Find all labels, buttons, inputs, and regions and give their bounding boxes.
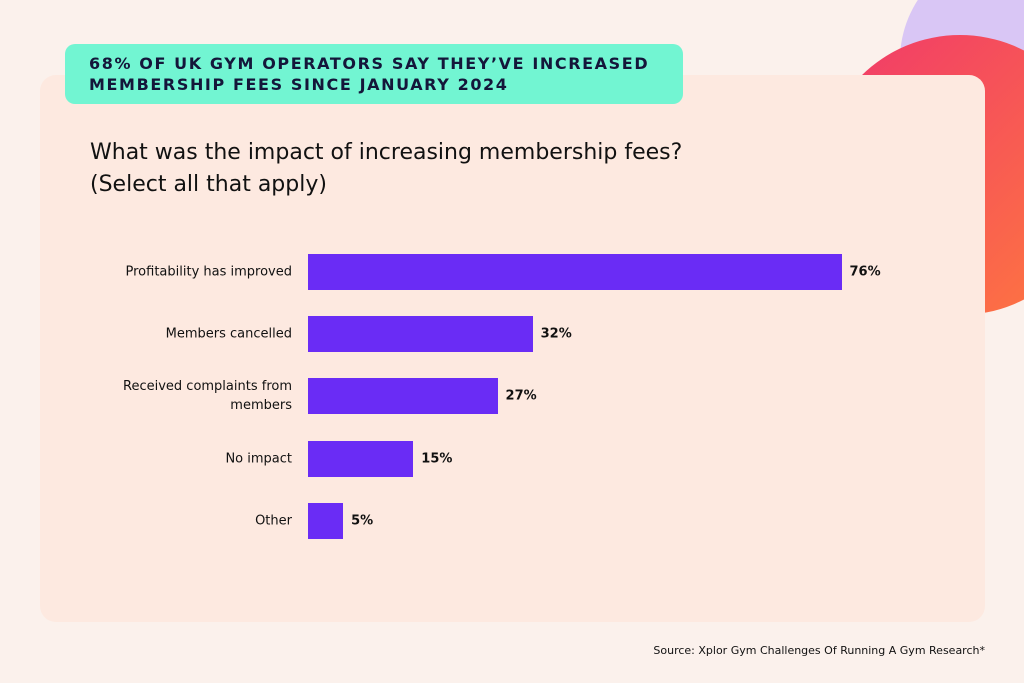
category-label: Received complaints from members <box>123 379 292 414</box>
chart-subtitle: (Select all that apply) <box>90 172 327 197</box>
value-label: 27% <box>505 388 537 404</box>
bar <box>308 254 842 290</box>
banner: 68% OF UK GYM OPERATORS SAY THEY’VE INCR… <box>65 44 683 104</box>
category-label: Members cancelled <box>165 326 292 342</box>
category-label: No impact <box>225 451 292 467</box>
value-label: 15% <box>421 451 453 467</box>
bar <box>308 316 533 353</box>
value-label: 76% <box>849 264 881 280</box>
source: Source: Xplor Gym Challenges Of Running … <box>653 644 985 657</box>
bar <box>308 440 414 477</box>
bar <box>308 378 498 415</box>
chart-title: What was the impact of increasing member… <box>90 140 683 165</box>
category-label: Profitability has improved <box>125 264 292 280</box>
category-label: Other <box>255 513 292 529</box>
bar <box>308 502 344 539</box>
value-label: 5% <box>351 513 374 529</box>
value-label: 32% <box>540 326 572 342</box>
